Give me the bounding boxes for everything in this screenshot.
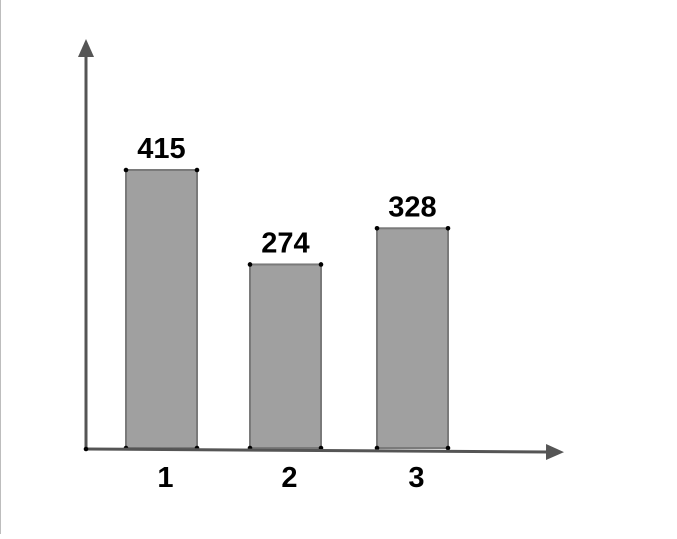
bar-3-vertex-3 (374, 445, 380, 451)
data-label-3: 328 (388, 191, 436, 223)
data-label-1: 415 (137, 133, 185, 165)
bar-2-vertex-2 (318, 262, 324, 267)
bar-1 (125, 169, 198, 449)
data-label-2: 274 (261, 227, 309, 259)
axes-layer (78, 39, 564, 460)
left-edge-divider (0, 0, 1, 534)
bar-3-vertex-4 (445, 445, 451, 451)
bar-1-vertex-2 (194, 167, 200, 173)
x-tick-label-3: 3 (408, 462, 424, 494)
x-axis (85, 443, 564, 460)
labels-layer: 415 1 274 2 328 3 (83, 133, 437, 494)
x-tick-label-2: 2 (281, 462, 297, 494)
bar-2 (249, 263, 322, 449)
origin-point (83, 446, 89, 452)
bar-3-vertex-2 (445, 225, 451, 231)
bars-layer (123, 167, 451, 451)
bar-2-vertex-1 (247, 262, 253, 267)
bar-3 (376, 227, 449, 449)
x-tick-label-1: 1 (157, 462, 173, 494)
bar-1-vertex-1 (123, 167, 129, 173)
bar-3-vertex-1 (374, 225, 380, 231)
